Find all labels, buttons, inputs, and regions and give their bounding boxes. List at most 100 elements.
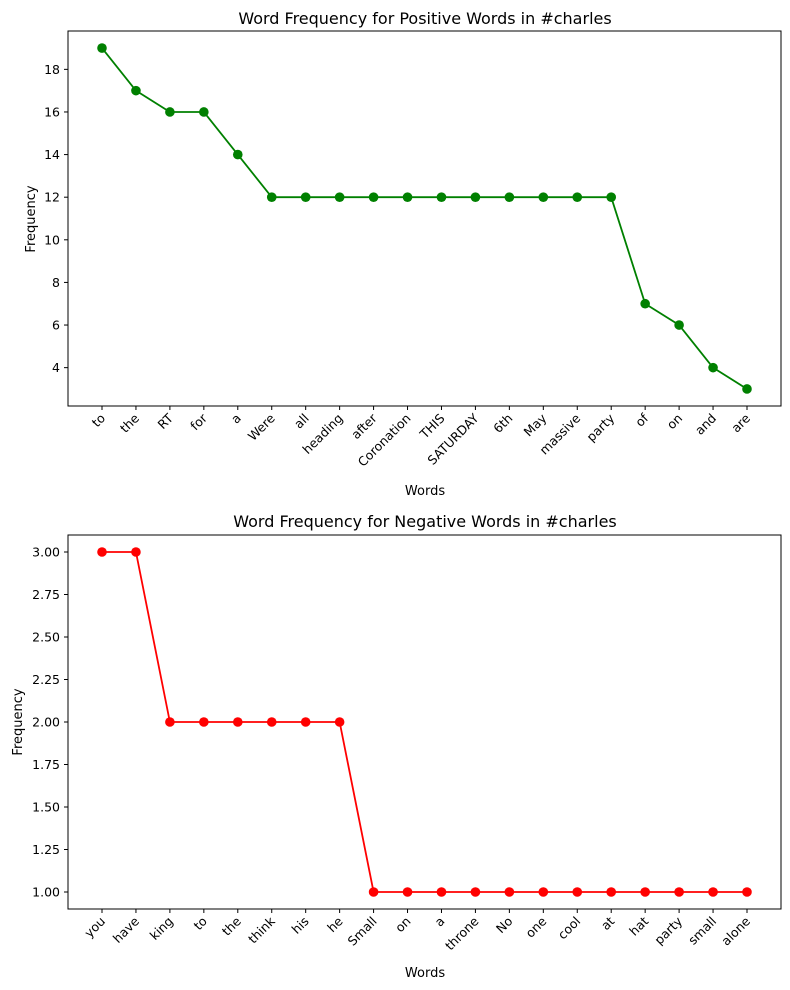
x-tick-label: on: [664, 411, 686, 433]
y-tick-label: 2.50: [32, 630, 60, 645]
y-tick-label: 16: [44, 104, 60, 119]
y-tick-label: 2.00: [32, 715, 60, 730]
y-tick-label: 4: [52, 360, 60, 375]
y-tick-label: 8: [52, 275, 60, 290]
data-point: [436, 192, 447, 202]
y-tick-label: 1.75: [32, 757, 60, 772]
data-point: [470, 887, 481, 897]
data-point: [334, 717, 345, 727]
data-point: [165, 717, 175, 727]
x-tick-label: to: [89, 411, 108, 430]
x-tick-label: are: [728, 410, 753, 435]
series-line: [102, 551, 747, 893]
positive-words-chart: Word Frequency for Positive Words in #ch…: [24, 9, 782, 499]
series-line: [101, 47, 748, 390]
series: [97, 547, 752, 897]
x-tick-label: a: [432, 914, 448, 930]
data-point: [232, 717, 243, 727]
data-point: [266, 192, 277, 202]
x-tick-label: the: [117, 410, 142, 435]
data-point: [504, 192, 515, 202]
x-tick-label: for: [187, 410, 210, 433]
data-point: [572, 192, 583, 202]
data-point: [131, 547, 141, 557]
x-tick-label: hat: [626, 913, 651, 938]
x-tick-label: he: [324, 913, 346, 935]
y-axis-label: Frequency: [24, 185, 39, 252]
y-tick-label: 10: [44, 232, 60, 247]
data-point: [470, 192, 481, 202]
y-tick-label: 14: [44, 147, 60, 162]
data-point: [165, 107, 175, 117]
x-tick-label: his: [289, 914, 312, 937]
data-point: [674, 320, 684, 330]
data-point: [504, 887, 515, 897]
x-tick-label: alone: [718, 913, 753, 948]
x-tick-label: one: [522, 913, 549, 940]
data-point: [97, 43, 107, 53]
data-point: [402, 887, 413, 897]
x-tick-label: party: [583, 410, 617, 444]
x-tick-label: to: [190, 914, 209, 933]
x-tick-label: Small: [345, 914, 380, 949]
x-tick-label: a: [228, 411, 244, 427]
data-point: [538, 887, 549, 897]
data-point: [640, 298, 650, 309]
data-point: [232, 149, 243, 160]
data-point: [436, 887, 447, 897]
x-tick-label: you: [81, 914, 108, 941]
x-tick-label: Were: [245, 410, 278, 443]
data-point: [300, 192, 311, 202]
y-axis-label: Frequency: [11, 688, 26, 755]
data-point: [674, 887, 684, 897]
y-axis: 4 6 8 10 12 14 16 18: [44, 62, 68, 375]
y-tick-label: 1.50: [32, 800, 60, 815]
y-tick-label: 12: [44, 190, 60, 205]
x-tick-label: RT: [155, 410, 177, 432]
x-axis-label: Words: [405, 966, 445, 981]
data-point: [640, 887, 650, 897]
y-tick-label: 18: [44, 62, 60, 77]
y-axis: 1.00 1.25 1.50 1.75 2.00 2.25 2.50 2.75 3.00: [32, 545, 68, 900]
x-tick-label: party: [651, 913, 685, 947]
x-tick-label: on: [392, 914, 414, 936]
data-point: [300, 717, 311, 727]
data-point: [708, 887, 718, 897]
data-point: [538, 192, 549, 202]
y-tick-label: 1.25: [32, 842, 60, 857]
x-tick-label: all: [291, 411, 312, 432]
data-point: [606, 192, 617, 202]
x-tick-label: May: [521, 410, 550, 439]
x-tick-label: throne: [442, 913, 482, 953]
chart-title: Word Frequency for Positive Words in #ch…: [238, 9, 611, 28]
y-tick-label: 2.75: [32, 587, 60, 602]
data-point: [368, 192, 379, 202]
data-point: [708, 362, 718, 373]
y-tick-label: 2.25: [32, 672, 60, 687]
x-tick-label: and: [692, 411, 719, 438]
y-tick-label: 1.00: [32, 885, 60, 900]
data-point: [402, 192, 413, 202]
x-tick-label: at: [598, 913, 618, 933]
series: [97, 43, 752, 394]
data-point: [97, 547, 107, 557]
negative-words-chart: Word Frequency for Negative Words in #ch…: [11, 512, 782, 981]
x-tick-label: think: [245, 913, 278, 946]
x-axis-label: Words: [405, 484, 445, 499]
chart-title: Word Frequency for Negative Words in #ch…: [233, 512, 617, 531]
x-tick-label: small: [685, 914, 719, 948]
data-point: [572, 887, 583, 897]
data-point: [742, 887, 752, 897]
y-tick-label: 3.00: [32, 545, 60, 560]
plot-frame: [67, 30, 782, 407]
data-point: [742, 384, 752, 394]
x-tick-label: the: [219, 913, 244, 938]
data-point: [606, 887, 617, 897]
data-point: [199, 107, 209, 117]
x-tick-label: king: [147, 914, 176, 943]
data-point: [368, 887, 379, 897]
x-tick-label: cool: [555, 914, 584, 943]
